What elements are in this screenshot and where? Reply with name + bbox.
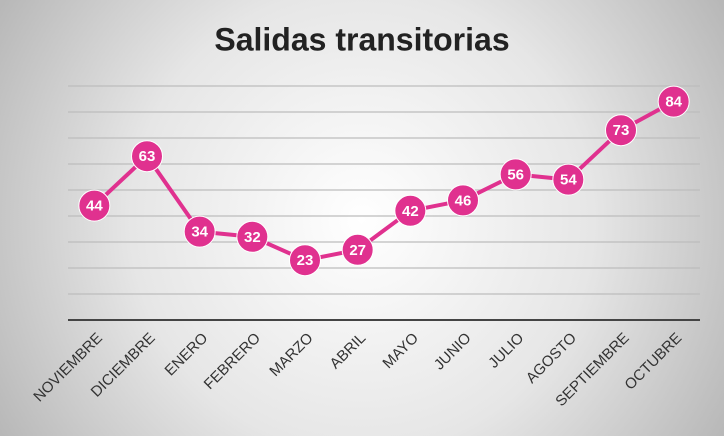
point — [394, 194, 427, 227]
point — [605, 114, 637, 147]
value-label: 84 — [665, 94, 682, 111]
value-label: 56 — [507, 166, 524, 183]
point — [552, 163, 585, 196]
point — [289, 244, 321, 277]
value-label: 34 — [191, 224, 208, 241]
value-label: 54 — [560, 172, 577, 189]
point — [183, 215, 216, 248]
point — [78, 189, 111, 222]
point — [657, 85, 690, 118]
point — [341, 233, 374, 266]
value-label: 73 — [613, 122, 630, 139]
value-label: 42 — [402, 203, 419, 220]
value-label: 46 — [455, 192, 472, 209]
value-label: 63 — [139, 148, 156, 165]
value-label: 27 — [349, 242, 366, 259]
chart-title: Salidas transitorias — [214, 21, 509, 57]
point — [236, 220, 269, 253]
point — [499, 158, 532, 191]
value-label: 44 — [86, 198, 103, 215]
point — [131, 140, 163, 173]
value-label: 32 — [244, 229, 261, 246]
point — [447, 184, 479, 217]
value-label: 23 — [297, 252, 314, 269]
